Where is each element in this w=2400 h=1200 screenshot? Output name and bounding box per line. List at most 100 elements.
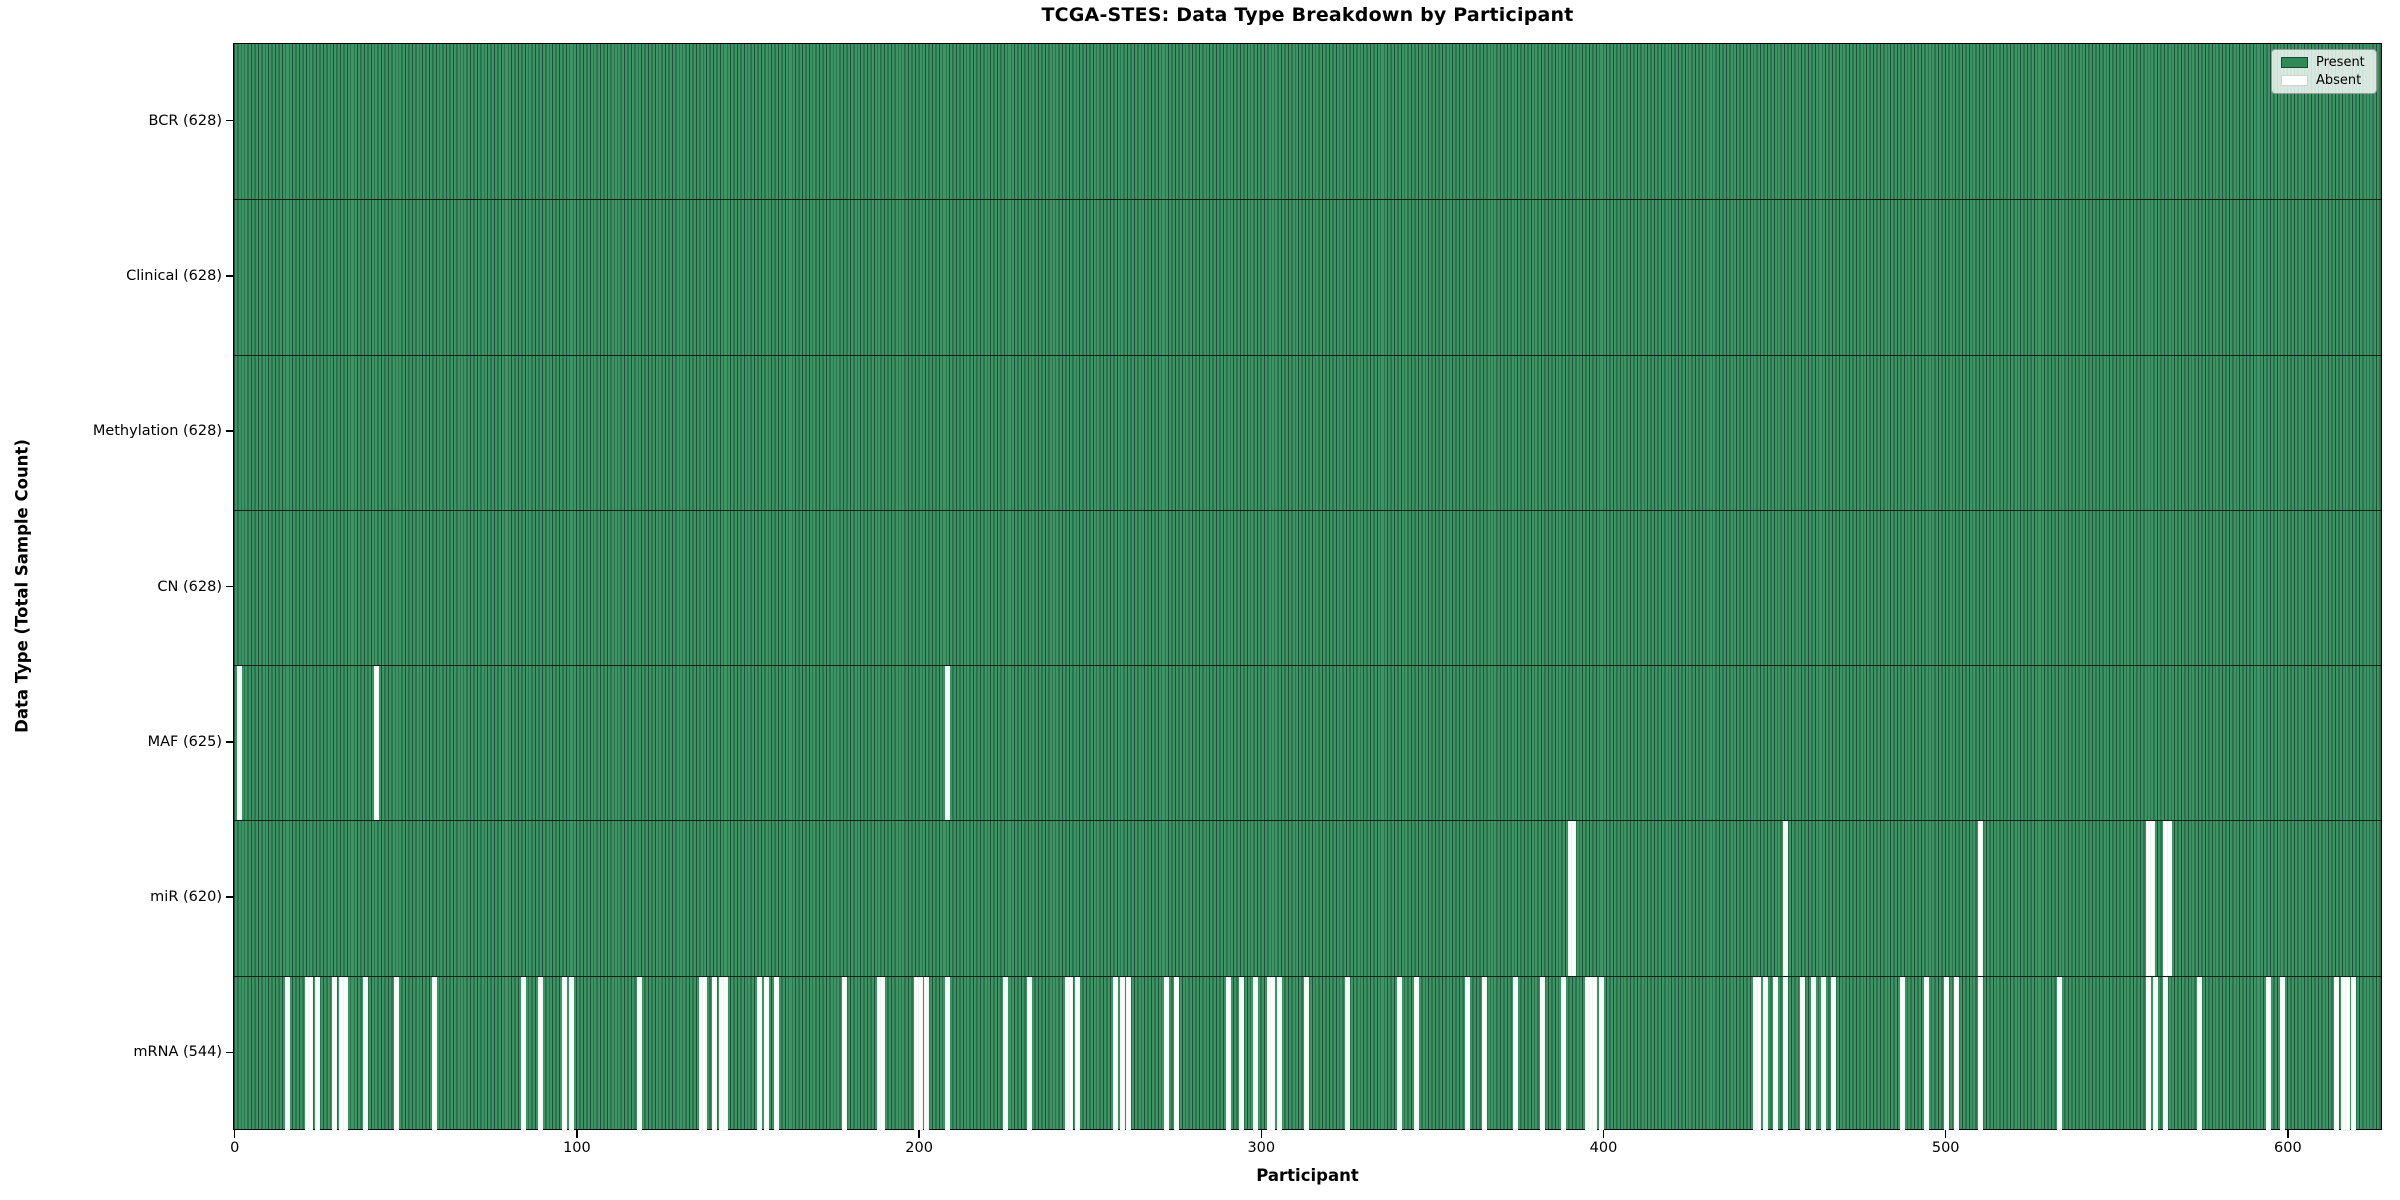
y-tick-mark bbox=[226, 119, 233, 122]
x-tick-mark-0 bbox=[233, 1130, 236, 1138]
absent-mark-mRNA-617 bbox=[2344, 976, 2350, 1131]
absent-mark-mRNA-257 bbox=[1112, 976, 1118, 1131]
absent-mark-mRNA-444 bbox=[1752, 976, 1758, 1131]
y-tick-label-BCR: BCR (628) bbox=[148, 112, 223, 129]
absent-mark-mRNA-574 bbox=[2197, 976, 2203, 1131]
absent-mark-mRNA-564 bbox=[2163, 976, 2169, 1131]
absent-mark-mRNA-294 bbox=[1239, 976, 1245, 1131]
legend-label-absent: Absent bbox=[2316, 73, 2362, 88]
absent-mark-mRNA-302 bbox=[1266, 976, 1272, 1131]
absent-mark-mRNA-365 bbox=[1482, 976, 1488, 1131]
y-tick-mark bbox=[226, 275, 233, 277]
absent-mark-mRNA-244 bbox=[1068, 976, 1074, 1131]
absent-mark-miR-391 bbox=[1571, 821, 1577, 976]
absent-mark-MAF-41 bbox=[373, 666, 379, 821]
absent-mark-mRNA-325 bbox=[1345, 976, 1351, 1131]
absent-mark-mRNA-98 bbox=[568, 976, 574, 1131]
absent-mark-mRNA-275 bbox=[1174, 976, 1180, 1131]
absent-mark-mRNA-345 bbox=[1413, 976, 1419, 1131]
x-tick-mark-200 bbox=[918, 1130, 920, 1138]
absent-mark-mRNA-38 bbox=[363, 976, 369, 1131]
absent-mark-MAF-1 bbox=[236, 666, 242, 821]
absent-mark-mRNA-200 bbox=[917, 976, 923, 1131]
absent-mark-mRNA-155 bbox=[763, 976, 769, 1131]
absent-mark-mRNA-374 bbox=[1513, 976, 1519, 1131]
y-tick-label-Methylation: Methylation (628) bbox=[92, 423, 222, 440]
y-tick-mark bbox=[226, 741, 233, 743]
absent-mark-mRNA-136 bbox=[698, 976, 704, 1131]
absent-mark-mRNA-533 bbox=[2057, 976, 2063, 1131]
row-separator bbox=[234, 354, 2381, 356]
absent-mark-mRNA-259 bbox=[1119, 976, 1125, 1131]
absent-mark-mRNA-458 bbox=[1800, 976, 1806, 1131]
row-separator bbox=[234, 820, 2381, 822]
absent-mark-mRNA-453 bbox=[1783, 976, 1789, 1131]
absent-mark-mRNA-447 bbox=[1762, 976, 1768, 1131]
absent-mark-mRNA-388 bbox=[1560, 976, 1566, 1131]
absent-mark-mRNA-178 bbox=[842, 976, 848, 1131]
absent-mark-mRNA-22 bbox=[308, 976, 314, 1131]
absent-mark-mRNA-24 bbox=[315, 976, 321, 1131]
absent-mark-mRNA-232 bbox=[1027, 976, 1033, 1131]
absent-mark-mRNA-158 bbox=[773, 976, 779, 1131]
row-separator bbox=[234, 975, 2381, 977]
chart-title: TCGA-STES: Data Type Breakdown by Partic… bbox=[1041, 4, 1574, 26]
absent-mark-mRNA-89 bbox=[537, 976, 543, 1131]
absent-mark-mRNA-396 bbox=[1588, 976, 1594, 1131]
row-separator bbox=[234, 509, 2381, 511]
absent-mark-mRNA-598 bbox=[2279, 976, 2285, 1131]
absent-mark-mRNA-143 bbox=[722, 976, 728, 1131]
absent-mark-mRNA-199 bbox=[914, 976, 920, 1131]
x-tick-label-200: 200 bbox=[905, 1140, 933, 1156]
absent-mark-mRNA-399 bbox=[1598, 976, 1604, 1131]
absent-mark-mRNA-445 bbox=[1755, 976, 1761, 1131]
absent-mark-mRNA-21 bbox=[305, 976, 311, 1131]
x-tick-mark-500 bbox=[1944, 1130, 1947, 1138]
absent-mark-miR-564 bbox=[2163, 821, 2169, 976]
y-tick-mark bbox=[226, 430, 233, 432]
absent-mark-mRNA-340 bbox=[1396, 976, 1402, 1131]
absent-mark-mRNA-96 bbox=[561, 976, 567, 1131]
absent-mark-mRNA-272 bbox=[1163, 976, 1169, 1131]
absent-mark-miR-510 bbox=[1978, 821, 1984, 976]
absent-mark-mRNA-246 bbox=[1075, 976, 1081, 1131]
absent-mark-miR-559 bbox=[2146, 821, 2152, 976]
absent-mark-mRNA-487 bbox=[1899, 976, 1905, 1131]
absent-mark-mRNA-298 bbox=[1252, 976, 1258, 1131]
legend: Present Absent bbox=[2271, 49, 2377, 94]
absent-mark-mRNA-450 bbox=[1773, 976, 1779, 1131]
absent-mark-mRNA-382 bbox=[1540, 976, 1546, 1131]
absent-mark-mRNA-619 bbox=[2351, 976, 2357, 1131]
absent-mark-mRNA-208 bbox=[944, 976, 950, 1131]
absent-mark-mRNA-395 bbox=[1584, 976, 1590, 1131]
absent-mark-mRNA-118 bbox=[637, 976, 642, 1131]
absent-mark-mRNA-464 bbox=[1821, 976, 1826, 1131]
absent-mark-mRNA-303 bbox=[1270, 976, 1276, 1131]
absent-mark-mRNA-243 bbox=[1064, 976, 1070, 1131]
absent-mark-mRNA-137 bbox=[702, 976, 708, 1131]
absent-mark-miR-565 bbox=[2166, 821, 2172, 976]
absent-mark-mRNA-594 bbox=[2265, 976, 2271, 1131]
absent-mark-mRNA-360 bbox=[1465, 976, 1471, 1131]
absent-mark-mRNA-15 bbox=[284, 976, 290, 1131]
x-axis-label: Participant bbox=[1256, 1166, 1359, 1185]
absent-mark-mRNA-32 bbox=[342, 976, 348, 1131]
x-tick-label-600: 600 bbox=[2274, 1140, 2302, 1156]
absent-mark-mRNA-202 bbox=[924, 976, 930, 1131]
legend-item-present: Present bbox=[2281, 56, 2367, 69]
absent-mark-mRNA-559 bbox=[2146, 976, 2152, 1131]
absent-mark-mRNA-494 bbox=[1923, 976, 1929, 1131]
x-tick-mark-100 bbox=[576, 1130, 578, 1138]
absent-mark-mRNA-29 bbox=[332, 976, 338, 1131]
absent-mark-mRNA-261 bbox=[1126, 976, 1132, 1131]
x-tick-mark-300 bbox=[1260, 1130, 1263, 1138]
absent-mark-mRNA-153 bbox=[756, 976, 762, 1131]
absent-mark-mRNA-503 bbox=[1954, 976, 1960, 1131]
x-tick-label-500: 500 bbox=[1931, 1140, 1960, 1156]
absent-mark-mRNA-290 bbox=[1225, 976, 1231, 1131]
absent-mark-mRNA-461 bbox=[1810, 976, 1816, 1131]
absent-mark-miR-453 bbox=[1783, 821, 1789, 976]
x-tick-label-400: 400 bbox=[1589, 1140, 1618, 1156]
present-swatch bbox=[2281, 57, 2308, 68]
absent-mark-mRNA-616 bbox=[2341, 976, 2347, 1131]
